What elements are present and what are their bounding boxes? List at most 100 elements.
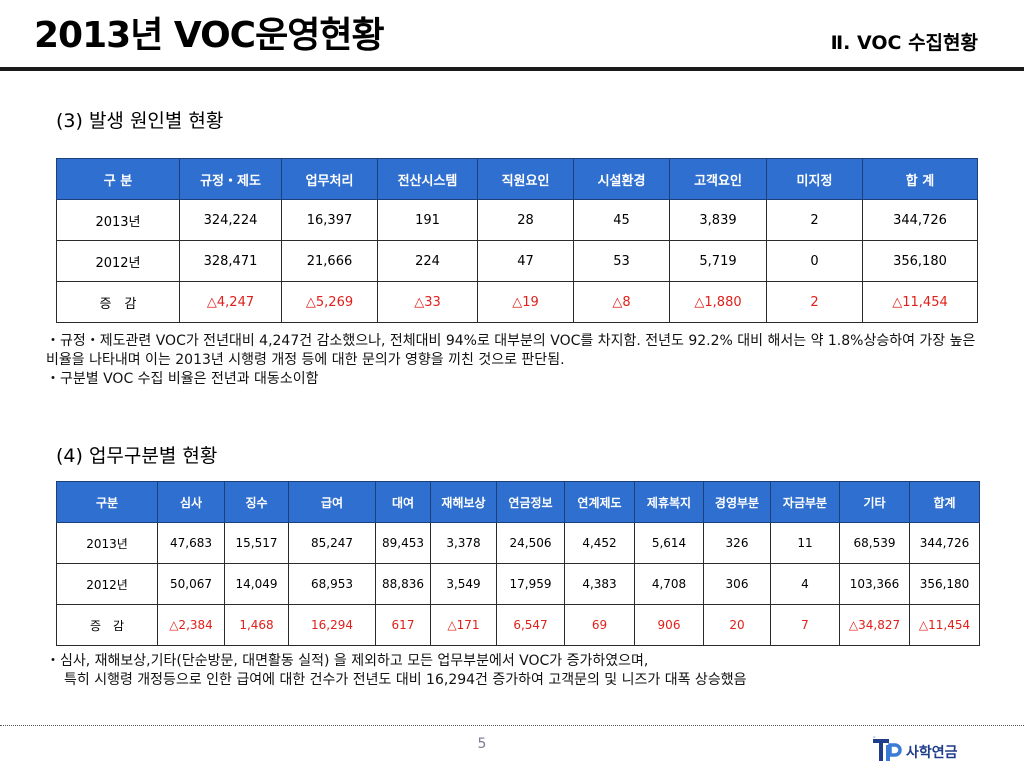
table-cell: 5,614: [634, 522, 704, 564]
table-cell: 21,666: [281, 240, 378, 282]
change-cell: △34,827: [839, 604, 910, 646]
footer-divider: [0, 725, 1024, 726]
table-header-row: 구 분 규정・제도 업무처리 전산시스템 직원요인 시설환경 고객요인 미지정 …: [56, 158, 978, 200]
column-header: 징수: [224, 481, 289, 523]
change-cell: 906: [634, 604, 704, 646]
change-cell: △4,247: [179, 281, 282, 323]
page-number: 5: [477, 736, 487, 752]
change-cell: 2: [766, 281, 863, 323]
column-header: 재해보상: [430, 481, 497, 523]
column-header: 경영부분: [703, 481, 771, 523]
table-cell: 306: [703, 563, 771, 605]
change-cell: △5,269: [281, 281, 378, 323]
table-cell: 356,180: [862, 240, 978, 282]
section-label: Ⅱ. VOC 수집현황: [830, 32, 978, 54]
tp-logo-icon: TP: [872, 736, 902, 764]
table-row: 2012년 328,471 21,666 224 47 53 5,719 0 3…: [56, 240, 978, 282]
note-text: ・심사, 재해보상,기타(단순방문, 대면활동 실적) 을 제외하고 모든 업무…: [46, 653, 649, 669]
table-cell: 4,383: [564, 563, 635, 605]
table-cell: 45: [573, 199, 670, 241]
table-cell: 68,953: [288, 563, 376, 605]
table-cell: 3,839: [669, 199, 767, 241]
table-cell: 344,726: [909, 522, 980, 564]
change-cell: 16,294: [288, 604, 376, 646]
table-cell: 24,506: [496, 522, 565, 564]
column-header: 시설환경: [573, 158, 670, 200]
column-header: 업무처리: [281, 158, 378, 200]
row-label: 증 감: [56, 604, 158, 646]
row-label: 증 감: [56, 281, 180, 323]
note-text: ・규정・제도관련 VOC가 전년대비 4,247건 감소했으나, 전체대비 94…: [46, 333, 976, 368]
table-cell: 344,726: [862, 199, 978, 241]
column-header: 규정・제도: [179, 158, 282, 200]
column-header: 미지정: [766, 158, 863, 200]
change-cell: 1,468: [224, 604, 289, 646]
change-cell: 20: [703, 604, 771, 646]
column-header: 구 분: [56, 158, 180, 200]
table-cell: 47: [477, 240, 574, 282]
table-cell: 3,549: [430, 563, 497, 605]
column-header: 연계제도: [564, 481, 635, 523]
table-cell: 326: [703, 522, 771, 564]
table-cell: 14,049: [224, 563, 289, 605]
row-label: 2013년: [56, 199, 180, 241]
table-cell: 103,366: [839, 563, 910, 605]
table-cell: 88,836: [375, 563, 431, 605]
section4-notes: ・심사, 재해보상,기타(단순방문, 대면활동 실적) 을 제외하고 모든 업무…: [46, 652, 980, 690]
row-label: 2012년: [56, 240, 180, 282]
column-header: 기타: [839, 481, 910, 523]
table-row: 2013년 47,683 15,517 85,247 89,453 3,378 …: [56, 522, 980, 564]
note-text: 특히 시행령 개정등으로 인한 급여에 대한 건수가 전년도 대비 16,294…: [64, 672, 747, 688]
change-cell: 7: [770, 604, 840, 646]
table-cell: 4,452: [564, 522, 635, 564]
column-header: 심사: [157, 481, 225, 523]
table-cell: 328,471: [179, 240, 282, 282]
business-table: 구분 심사 징수 급여 대여 재해보상 연금정보 연계제도 제휴복지 경영부분 …: [56, 481, 980, 646]
table-cell: 17,959: [496, 563, 565, 605]
change-cell: △11,454: [909, 604, 980, 646]
row-label: 2012년: [56, 563, 158, 605]
table-cell: 4: [770, 563, 840, 605]
table-cell: 68,539: [839, 522, 910, 564]
table-cell: 50,067: [157, 563, 225, 605]
table-row-change: 증 감 △4,247 △5,269 △33 △19 △8 △1,880 2 △1…: [56, 281, 978, 323]
logo: TP 사학연금: [872, 736, 982, 764]
page-title: 2013년 VOC운영현황: [34, 15, 385, 56]
change-cell: △171: [430, 604, 497, 646]
table-cell: 16,397: [281, 199, 378, 241]
table-cell: 0: [766, 240, 863, 282]
table-cell: 11: [770, 522, 840, 564]
section3-notes: ・규정・제도관련 VOC가 전년대비 4,247건 감소했으나, 전체대비 94…: [46, 332, 980, 389]
table-cell: 356,180: [909, 563, 980, 605]
title-divider: [0, 67, 1024, 71]
column-header: 대여: [375, 481, 431, 523]
change-cell: 6,547: [496, 604, 565, 646]
logo-mark-text: TP: [873, 737, 876, 739]
change-cell: △11,454: [862, 281, 978, 323]
table-cell: 5,719: [669, 240, 767, 282]
table-row: 2012년 50,067 14,049 68,953 88,836 3,549 …: [56, 563, 980, 605]
table-cell: 53: [573, 240, 670, 282]
table-cell: 85,247: [288, 522, 376, 564]
table-cell: 224: [377, 240, 478, 282]
column-header: 제휴복지: [634, 481, 704, 523]
column-header: 합 계: [862, 158, 978, 200]
column-header: 구분: [56, 481, 158, 523]
table-cell: 324,224: [179, 199, 282, 241]
table-cell: 191: [377, 199, 478, 241]
change-cell: △19: [477, 281, 574, 323]
table-row: 2013년 324,224 16,397 191 28 45 3,839 2 3…: [56, 199, 978, 241]
cause-table: 구 분 규정・제도 업무처리 전산시스템 직원요인 시설환경 고객요인 미지정 …: [56, 158, 978, 323]
change-cell: 617: [375, 604, 431, 646]
table-cell: 28: [477, 199, 574, 241]
change-cell: △33: [377, 281, 478, 323]
change-cell: △2,384: [157, 604, 225, 646]
table-row-change: 증 감 △2,384 1,468 16,294 617 △171 6,547 6…: [56, 604, 980, 646]
note-text: ・구분별 VOC 수집 비율은 전년과 대동소이함: [46, 371, 319, 387]
table-cell: 4,708: [634, 563, 704, 605]
section3-heading: (3) 발생 원인별 현황: [56, 110, 224, 132]
change-cell: △8: [573, 281, 670, 323]
column-header: 급여: [288, 481, 376, 523]
column-header: 전산시스템: [377, 158, 478, 200]
table-cell: 89,453: [375, 522, 431, 564]
